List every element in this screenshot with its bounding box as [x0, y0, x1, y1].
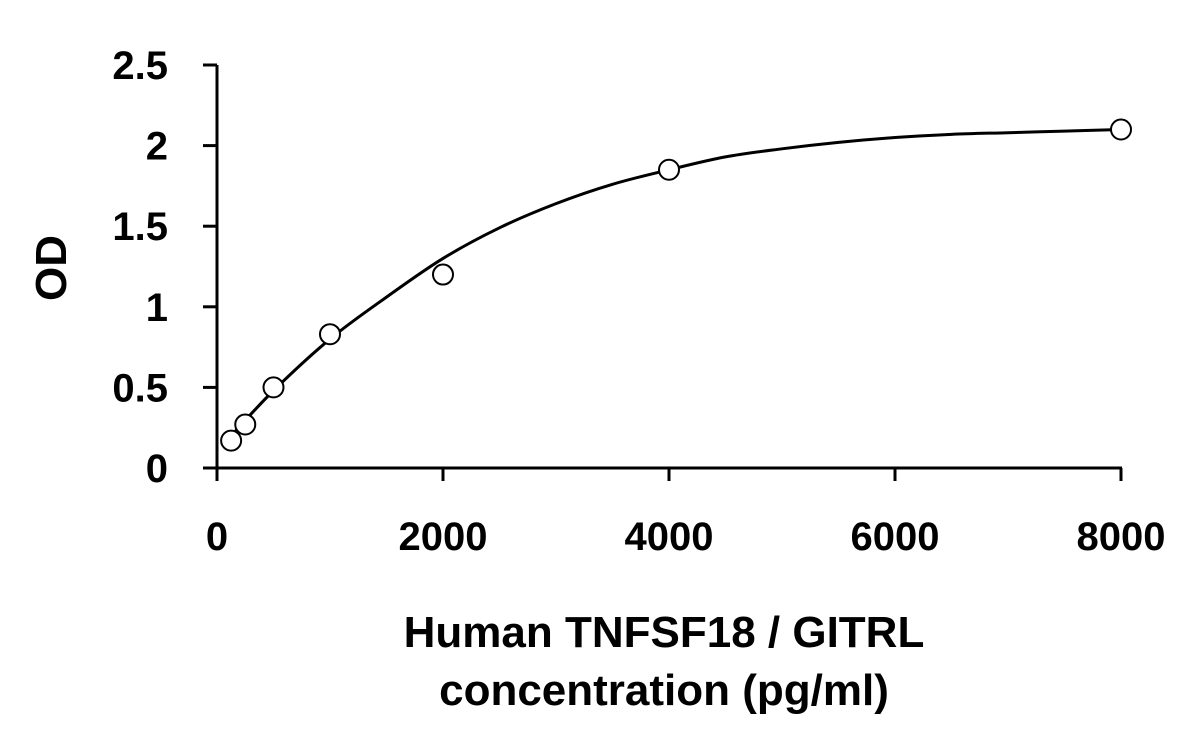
x-tick-label: 0	[206, 515, 228, 559]
y-axis-title: OD	[27, 235, 76, 301]
data-point	[262, 376, 285, 399]
data-point	[432, 263, 454, 286]
data-point	[319, 323, 341, 346]
y-tick-label: 2.5	[112, 44, 168, 88]
data-points	[220, 118, 1132, 452]
x-axis-title-line1: Human TNFSF18 / GITRL	[404, 608, 925, 657]
x-tick-label: 8000	[1077, 515, 1166, 559]
x-tick-label: 2000	[399, 515, 488, 559]
y-tick-label: 1.5	[112, 205, 168, 249]
data-point	[234, 413, 257, 436]
x-tick-label: 6000	[851, 515, 940, 559]
axes	[215, 65, 1122, 470]
y-tick-label: 1	[146, 286, 168, 330]
x-ticks: 0 2000 4000 6000 8000	[206, 468, 1166, 559]
y-tick-label: 0	[146, 447, 168, 491]
y-tick-label: 0.5	[112, 366, 168, 410]
y-ticks: 0 0.5 1 1.5 2 2.5	[112, 44, 217, 491]
x-tick-label: 4000	[625, 515, 714, 559]
data-point	[1110, 118, 1132, 141]
data-point	[220, 429, 243, 452]
x-axis-title-line2: concentration (pg/ml)	[439, 666, 889, 715]
data-point	[658, 158, 680, 181]
y-tick-label: 2	[146, 125, 168, 169]
